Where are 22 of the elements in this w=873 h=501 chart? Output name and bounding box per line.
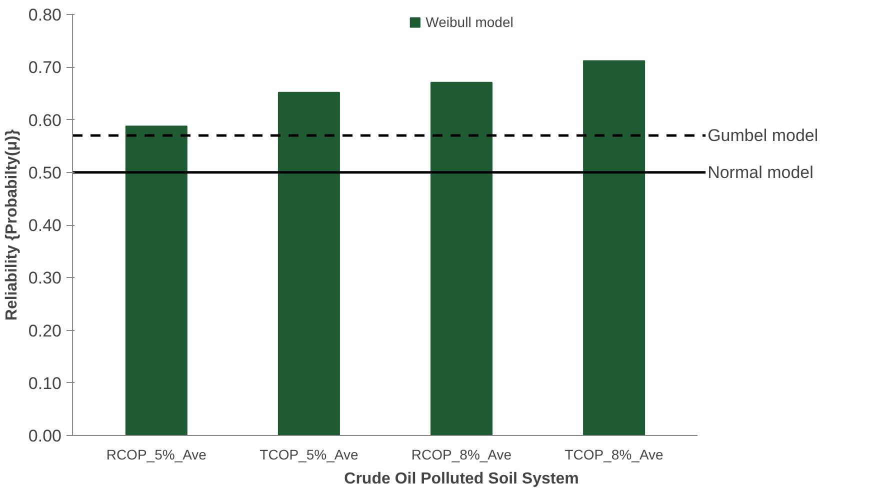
y-tick-label: 0.10 [28,374,62,393]
y-tick-label: 0.20 [28,321,62,340]
x-axis-title: Crude Oil Polluted Soil System [344,470,579,488]
y-tick-label: 0.50 [28,163,62,182]
ref-line-label: Normal model [708,162,814,182]
x-tick-label: RCOP_5%_Ave [106,446,207,462]
bar [125,126,188,436]
x-tick-label: TCOP_5%_Ave [260,446,358,462]
bar [430,82,493,436]
x-tick-label: RCOP_8%_Ave [411,446,512,462]
legend-label: Weibull model [426,14,514,30]
bar [583,60,646,436]
x-tick-label: TCOP_8%_Ave [564,446,664,462]
y-tick-label: 0.70 [28,58,62,78]
ref-line-label: Gumbel model [708,126,818,146]
y-axis-title: Reliability {Probabilty(μ)} [3,129,20,321]
y-tick-label: 0.40 [28,216,62,235]
y-tick-label: 0.30 [28,268,62,288]
y-tick-label: 0.00 [28,426,62,446]
y-tick-label: 0.80 [28,6,62,24]
bar [278,92,340,436]
y-tick-label: 0.60 [28,110,62,130]
